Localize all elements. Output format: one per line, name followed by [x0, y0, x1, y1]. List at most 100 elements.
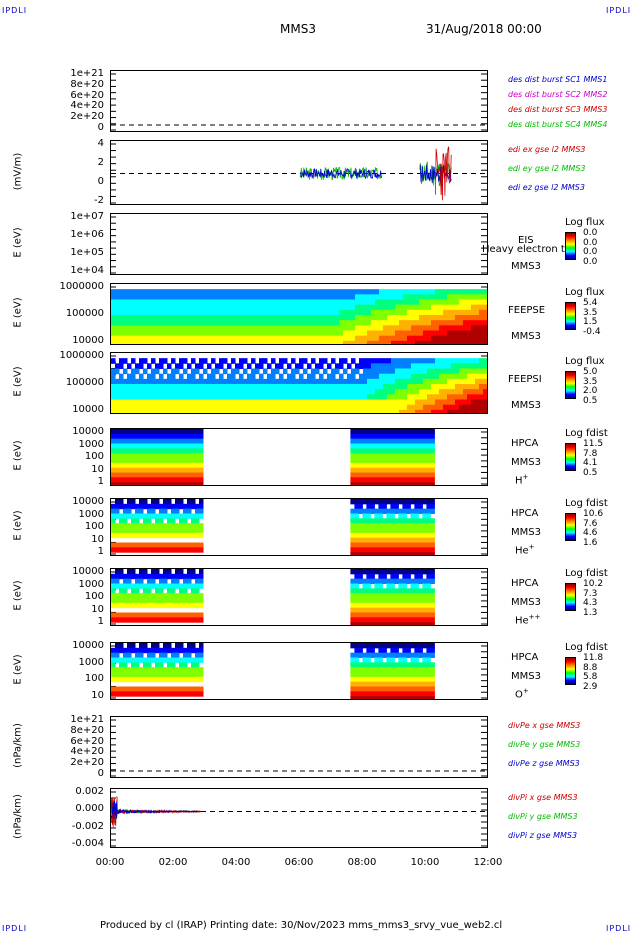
heatmap-cell: [191, 299, 196, 306]
heatmap-cell: [323, 309, 328, 316]
heatmap-cell: [335, 299, 340, 306]
heatmap-cell: [259, 389, 264, 395]
spacecraft-label-eis: MMS3: [511, 261, 541, 272]
heatmap-cell: [219, 325, 224, 331]
heatmap-cell: [123, 330, 128, 337]
heatmap-cell: [147, 588, 152, 594]
heatmap-cell: [187, 691, 192, 697]
heatmap-cell: [362, 672, 367, 678]
heatmap-cell: [187, 499, 192, 505]
heatmap-cell: [366, 552, 371, 555]
heatmap-cell: [363, 409, 368, 413]
heatmap-cell: [315, 325, 320, 331]
heatmap-cell: [167, 429, 172, 435]
heatmap-cell: [127, 676, 132, 683]
heatmap-cell: [143, 409, 148, 413]
heatmap-cell: [255, 394, 260, 400]
heatmap-cell: [183, 294, 188, 300]
colorbar-value: -0.4: [583, 326, 601, 337]
heatmap-cell: [123, 462, 128, 469]
heatmap-cell: [378, 503, 383, 510]
heatmap-cell: [207, 304, 212, 311]
heatmap-cell: [295, 389, 300, 395]
heatmap-cell: [199, 289, 204, 295]
heatmap-cell: [311, 315, 316, 321]
heatmap-cell: [299, 394, 304, 400]
heatmap-cell: [386, 482, 391, 485]
heatmap-cell: [402, 573, 407, 580]
heatmap-cell: [343, 340, 348, 344]
heatmap-cell: [211, 335, 216, 342]
heatmap-cell: [139, 523, 144, 529]
heatmap-cell: [211, 309, 216, 316]
heatmap-cell: [155, 662, 160, 668]
heatmap-cell: [251, 299, 256, 306]
heatmap-cell: [422, 528, 427, 534]
heatmap-cell: [115, 289, 120, 295]
y-tick-label: 10: [91, 463, 104, 475]
heatmap-cell: [143, 643, 148, 649]
heatmap-cell: [367, 340, 372, 344]
heatmap-cell: [111, 458, 116, 464]
heatmap-cell: [374, 578, 379, 584]
heatmap-cell: [143, 467, 148, 473]
heatmap-cell: [451, 335, 456, 342]
heatmap-cell: [159, 676, 164, 683]
heatmap-cell: [426, 617, 431, 623]
heatmap-cell: [283, 330, 288, 337]
heatmap-cell: [147, 477, 152, 483]
heatmap-cell: [119, 542, 124, 548]
heatmap-cell: [299, 335, 304, 342]
heatmap-cell: [374, 569, 379, 575]
heatmap-cell: [410, 622, 415, 625]
heatmap-cell: [111, 304, 116, 311]
heatmap-cell: [171, 433, 176, 440]
heatmap-cell: [394, 578, 399, 584]
heatmap-cell: [231, 378, 236, 385]
heatmap-cell: [123, 289, 128, 295]
heatmap-cell: [159, 672, 164, 678]
heatmap-cell: [370, 477, 375, 483]
heatmap-cell: [131, 612, 136, 618]
heatmap-cell: [167, 588, 172, 594]
heatmap-cell: [123, 662, 128, 668]
y-tick-label: -0.002: [71, 820, 104, 832]
heatmap-cell: [143, 532, 148, 539]
heatmap-cell: [418, 696, 423, 699]
heatmap-cell: [383, 294, 388, 300]
heatmap-cell: [378, 433, 383, 440]
heatmap-cell: [374, 433, 379, 440]
heatmap-cell: [402, 528, 407, 534]
heatmap-cell: [275, 394, 280, 400]
heatmap-cell: [395, 384, 400, 390]
heatmap-cell: [147, 612, 152, 618]
heatmap-cell: [395, 330, 400, 337]
heatmap-cell: [231, 304, 236, 311]
heatmap-cell: [299, 363, 304, 369]
heatmap-cell: [151, 569, 156, 575]
heatmap-cell: [402, 593, 407, 599]
heatmap-cell: [135, 662, 140, 668]
heatmap-cell: [399, 315, 404, 321]
heatmap-cell: [111, 676, 116, 683]
heatmap-cell: [451, 409, 456, 413]
heatmap-cell: [235, 399, 240, 406]
heatmap-cell: [199, 373, 204, 380]
heatmap-cell: [291, 389, 296, 395]
heatmap-cell: [459, 363, 464, 369]
heatmap-cell: [207, 378, 212, 385]
heatmap-cell: [362, 472, 367, 478]
heatmap-cell: [394, 499, 399, 505]
heatmap-cell: [135, 363, 140, 369]
heatmap-cell: [291, 368, 296, 375]
heatmap-cell: [358, 676, 363, 683]
x-tick-label: 04:00: [221, 857, 251, 868]
heatmap-cell: [426, 573, 431, 580]
heatmap-cell: [467, 358, 472, 364]
heatmap-cell: [386, 602, 391, 609]
heatmap-cell: [291, 394, 296, 400]
heatmap-cell: [467, 315, 472, 321]
heatmap-cell: [459, 394, 464, 400]
heatmap-cell: [414, 482, 419, 485]
heatmap-cell: [367, 315, 372, 321]
